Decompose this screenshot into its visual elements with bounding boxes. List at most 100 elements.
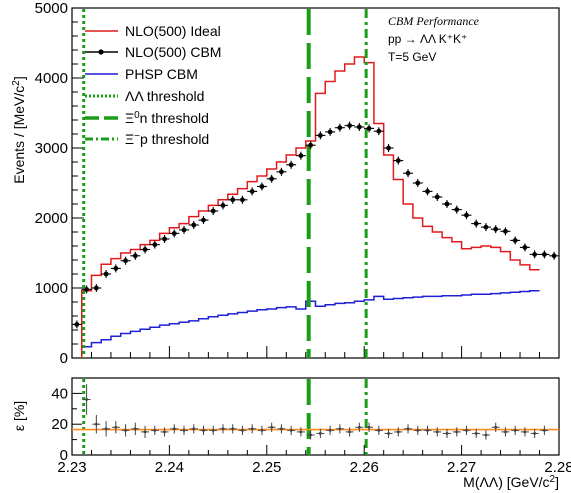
top-y-tick-label: 4000 bbox=[35, 70, 68, 87]
series-phsp-cbm-histogram bbox=[80, 290, 540, 358]
data-point bbox=[120, 256, 131, 265]
efficiency-point bbox=[326, 425, 335, 435]
data-point bbox=[149, 240, 160, 249]
bottom-plot-frame bbox=[71, 377, 560, 456]
efficiency-point bbox=[472, 428, 481, 439]
efficiency-point bbox=[540, 425, 549, 435]
data-point bbox=[81, 285, 92, 294]
data-point bbox=[169, 229, 180, 238]
efficiency-point bbox=[530, 428, 539, 439]
efficiency-point bbox=[160, 427, 169, 437]
data-point bbox=[305, 141, 316, 150]
efficiency-point bbox=[365, 422, 374, 432]
data-point bbox=[403, 169, 414, 178]
svg-text:Ξ0n threshold: Ξ0n threshold bbox=[125, 110, 209, 127]
data-point bbox=[237, 195, 248, 204]
efficiency-point bbox=[121, 424, 130, 437]
efficiency-point bbox=[267, 422, 276, 432]
efficiency-point bbox=[180, 425, 189, 435]
efficiency-point bbox=[218, 424, 227, 434]
x-tick-label: 2.25 bbox=[252, 459, 281, 476]
top-y-tick-label: 5000 bbox=[35, 0, 68, 17]
efficiency-point bbox=[491, 422, 500, 432]
data-point bbox=[71, 320, 82, 329]
data-point bbox=[393, 156, 404, 165]
data-point bbox=[354, 123, 365, 131]
efficiency-point bbox=[170, 424, 179, 434]
efficiency-point bbox=[287, 425, 296, 435]
annotation-title: CBM Performance bbox=[388, 14, 480, 28]
efficiency-point bbox=[345, 427, 354, 437]
efficiency-point bbox=[316, 428, 325, 439]
data-point bbox=[247, 187, 258, 196]
efficiency-point bbox=[102, 421, 111, 437]
data-point bbox=[256, 182, 267, 191]
data-point bbox=[422, 187, 433, 196]
efficiency-point bbox=[433, 427, 442, 437]
data-point bbox=[334, 123, 345, 132]
efficiency-point bbox=[209, 425, 218, 435]
svg-text:PHSP CBM: PHSP CBM bbox=[125, 66, 198, 82]
efficiency-point bbox=[141, 425, 150, 439]
x-tick-label: 2.28 bbox=[544, 459, 571, 476]
data-point bbox=[101, 270, 112, 278]
legend-entry-xim-p-threshold: Ξ−p threshold bbox=[85, 131, 209, 147]
efficiency-point bbox=[248, 424, 257, 434]
x-tick-label: 2.27 bbox=[447, 459, 476, 476]
data-point bbox=[325, 127, 336, 136]
efficiency-point bbox=[501, 427, 510, 437]
data-point bbox=[500, 227, 511, 236]
data-point bbox=[198, 216, 209, 225]
data-point bbox=[286, 160, 297, 169]
x-tick-label: 2.26 bbox=[350, 459, 379, 476]
data-point bbox=[432, 193, 443, 201]
top-y-tick-label: 0 bbox=[60, 350, 68, 367]
legend-entry-nlo-cbm: NLO(500) CBM bbox=[85, 44, 221, 60]
legend-entry-xi0n-threshold: Ξ0n threshold bbox=[85, 110, 209, 127]
efficiency-point bbox=[257, 425, 266, 435]
legend: NLO(500) Ideal NLO(500) CBM PHSP CBM ΛΛ … bbox=[85, 23, 221, 147]
data-point bbox=[471, 219, 482, 228]
x-axis-label: M(ΛΛ) [GeV/c2] bbox=[463, 474, 559, 491]
efficiency-point bbox=[423, 425, 432, 435]
data-point bbox=[179, 225, 190, 234]
efficiency-point bbox=[277, 424, 286, 434]
efficiency-point bbox=[199, 425, 208, 435]
x-tick-label: 2.24 bbox=[155, 459, 184, 476]
efficiency-point bbox=[111, 421, 120, 434]
data-point bbox=[130, 251, 141, 260]
efficiency-point bbox=[238, 425, 247, 435]
bottom-y-tick-label: 0 bbox=[60, 447, 68, 464]
top-plot-frame bbox=[71, 7, 560, 359]
efficiency-point bbox=[481, 430, 490, 440]
data-point bbox=[412, 179, 423, 187]
data-point bbox=[490, 225, 501, 234]
annotation-reaction: pp → ΛΛ K⁺K⁺ bbox=[388, 32, 467, 46]
efficiency-point bbox=[228, 424, 237, 434]
data-point bbox=[441, 200, 452, 208]
svg-text:NLO(500) CBM: NLO(500) CBM bbox=[125, 44, 221, 60]
data-point bbox=[315, 131, 326, 140]
data-point bbox=[140, 245, 151, 254]
bottom-y-axis-label: ε [%] bbox=[11, 401, 27, 431]
data-point bbox=[373, 127, 384, 136]
legend-entry-nlo-ideal: NLO(500) Ideal bbox=[85, 23, 221, 39]
legend-entry-ll-threshold: ΛΛ threshold bbox=[85, 88, 204, 104]
efficiency-point bbox=[82, 384, 91, 415]
efficiency-point bbox=[374, 425, 383, 435]
top-y-tick-label: 3000 bbox=[35, 140, 68, 157]
efficiency-point bbox=[296, 427, 305, 437]
efficiency-point bbox=[520, 427, 529, 437]
data-point bbox=[364, 124, 375, 133]
efficiency-point bbox=[306, 430, 315, 440]
efficiency-point bbox=[189, 424, 198, 434]
annotation-energy: T=5 GeV bbox=[388, 50, 436, 64]
efficiency-point bbox=[413, 425, 422, 435]
data-point bbox=[383, 144, 394, 152]
efficiency-point bbox=[404, 424, 413, 434]
data-point bbox=[266, 174, 277, 183]
data-point bbox=[539, 250, 550, 259]
efficiency-point bbox=[355, 422, 364, 432]
bottom-y-tick-label: 40 bbox=[51, 385, 68, 402]
